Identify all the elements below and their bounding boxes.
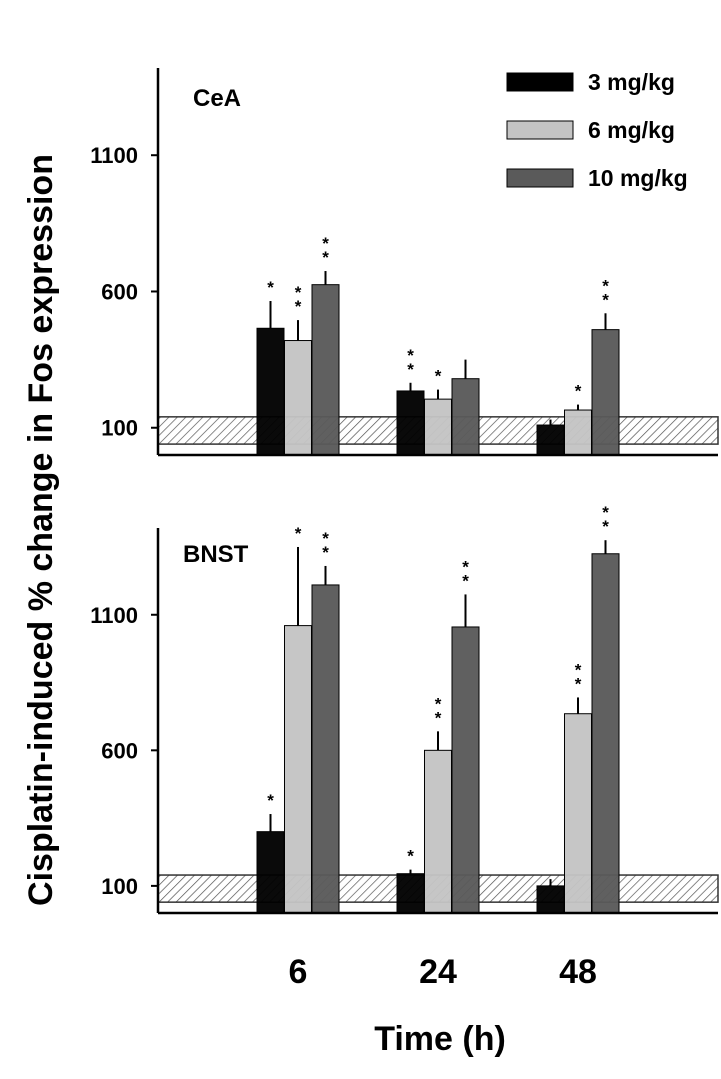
x-axis-title: Time (h) (374, 1020, 506, 1058)
significance-marker: * (322, 529, 329, 548)
legend-label: 10 mg/kg (588, 165, 688, 191)
bar (591, 329, 620, 456)
bar (564, 409, 592, 456)
bar (451, 626, 480, 914)
y-tick-label: 600 (101, 279, 138, 304)
significance-marker: * (435, 694, 442, 713)
bar (451, 378, 480, 456)
y-tick-label: 1100 (90, 603, 138, 628)
bar (284, 340, 312, 456)
significance-marker: * (407, 847, 414, 866)
panel-label: BNST (183, 541, 249, 568)
significance-marker: * (267, 278, 274, 297)
bar (564, 713, 592, 914)
significance-marker: * (407, 346, 414, 365)
legend-label: 3 mg/kg (588, 69, 675, 95)
significance-marker: * (322, 543, 329, 562)
significance-marker: * (575, 382, 582, 401)
legend-swatch (506, 120, 574, 140)
bar (311, 584, 340, 914)
bar (424, 749, 452, 914)
y-tick-label: 600 (101, 738, 138, 763)
y-tick-label: 100 (101, 874, 138, 899)
y-tick-label: 100 (101, 416, 138, 441)
significance-marker: * (295, 283, 302, 302)
x-tick-label: 48 (559, 953, 597, 991)
significance-marker: * (407, 360, 414, 379)
bar (396, 873, 425, 914)
significance-marker: * (575, 674, 582, 693)
significance-marker: * (462, 557, 469, 576)
x-axis: 6 24 48 (289, 953, 597, 991)
significance-marker: * (322, 248, 329, 267)
significance-marker: * (462, 571, 469, 590)
bar (311, 284, 340, 456)
bar (591, 553, 620, 914)
legend-swatch (506, 72, 574, 92)
bar (256, 327, 285, 456)
legend: 3 mg/kg 6 mg/kg 10 mg/kg (506, 69, 688, 191)
significance-marker: * (602, 290, 609, 309)
panel-label: CeA (193, 85, 241, 112)
significance-marker: * (295, 297, 302, 316)
y-axis-title: Cisplatin-induced % change in Fos expres… (22, 154, 60, 906)
bar (424, 398, 452, 456)
significance-marker: * (267, 791, 274, 810)
x-tick-label: 6 (289, 953, 308, 991)
significance-marker: * (435, 708, 442, 727)
bar (284, 625, 312, 914)
x-tick-label: 24 (419, 953, 457, 991)
significance-marker: * (602, 503, 609, 522)
y-tick-label: 1100 (90, 143, 138, 168)
significance-marker: * (602, 276, 609, 295)
significance-marker: * (602, 517, 609, 536)
significance-marker: * (435, 367, 442, 386)
panels-layer: ***********1006001100CeA*************100… (90, 68, 719, 915)
bar (256, 831, 285, 914)
significance-marker: * (295, 524, 302, 543)
significance-marker: * (575, 660, 582, 679)
legend-swatch (506, 168, 574, 188)
significance-marker: * (322, 234, 329, 253)
legend-label: 6 mg/kg (588, 117, 675, 143)
bar (536, 424, 565, 456)
bar (536, 885, 565, 914)
bar (396, 390, 425, 456)
